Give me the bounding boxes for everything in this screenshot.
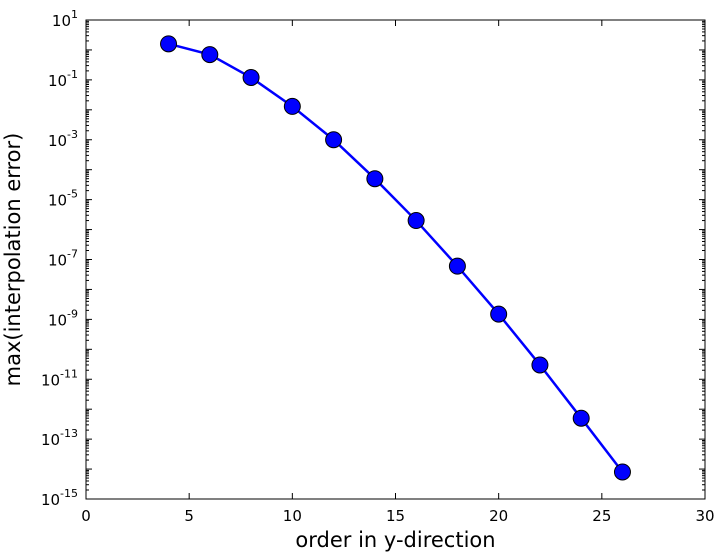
data-point [325,131,343,149]
x-tick-label: 25 [592,507,611,525]
data-point [160,35,178,53]
x-tick-label: 30 [695,507,714,525]
y-tick-label: 10-13 [41,427,78,449]
y-tick-label: 101 [52,8,78,30]
data-point [242,69,260,87]
y-tick-label: 10-3 [48,128,78,150]
data-point [490,305,508,323]
data-point [448,257,466,275]
y-tick-label: 10-5 [48,188,78,210]
data-point [201,46,219,64]
x-axis-label: order in y-direction [295,528,495,552]
x-tick-label: 20 [489,507,508,525]
x-tick-label: 15 [386,507,405,525]
y-tick-label: 10-9 [48,307,78,329]
data-point [531,356,549,374]
y-axis: 101 10-1 10-3 10-5 10-7 10-9 10-11 10-13 10-15 [41,8,705,509]
data-point [613,463,631,481]
data-point [407,212,425,230]
y-tick-label: 10-1 [48,68,78,90]
x-axis: 0 5 10 15 20 25 30 [81,20,715,525]
x-tick-label: 5 [184,507,194,525]
x-tick-label: 10 [283,507,302,525]
plot-frame [85,19,706,500]
x-tick-label: 0 [81,507,91,525]
plot-layer [160,35,631,481]
y-tick-label: 10-15 [41,487,78,509]
data-point [283,97,301,115]
y-tick-label: 10-7 [48,248,78,270]
series-line [168,42,624,473]
y-axis-label: max(interpolation error) [1,133,25,387]
data-point [366,170,384,188]
data-point [572,409,590,427]
y-tick-label: 10-11 [41,367,78,389]
